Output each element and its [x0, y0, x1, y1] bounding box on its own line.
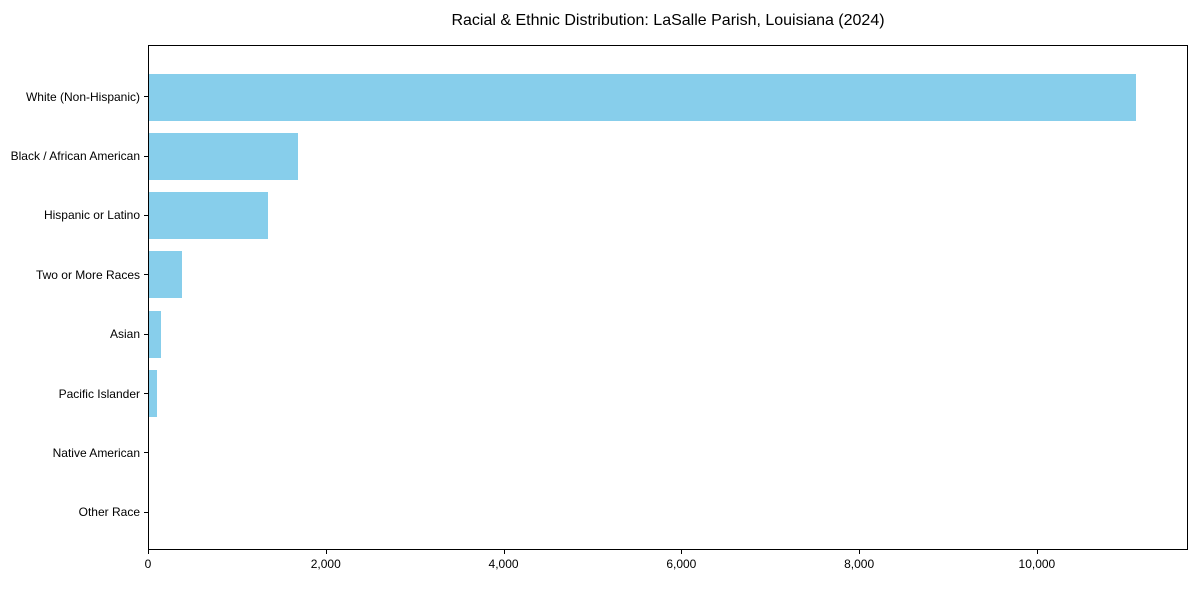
x-tick-label-4-000: 4,000 [488, 557, 519, 571]
y-label-pacific-islander: Pacific Islander [58, 386, 140, 401]
x-axis-ticks [148, 550, 1188, 554]
x-tick-mark [1036, 550, 1038, 554]
x-tick-mark [148, 550, 149, 554]
y-label-row-pacific-islander: Pacific Islander [0, 364, 148, 423]
bar-hispanic-or-latino [149, 192, 268, 240]
y-label-hispanic-or-latino: Hispanic or Latino [43, 208, 140, 223]
x-tick-label-2-000: 2,000 [310, 557, 341, 571]
bar-row-asian [149, 305, 1187, 364]
y-label-black-african-american: Black / African American [10, 149, 140, 164]
chart-title: Racial & Ethnic Distribution: LaSalle Pa… [451, 12, 885, 29]
y-label-row-black-african-american: Black / African American [0, 126, 148, 185]
y-tick-mark [144, 96, 148, 98]
y-tick-mark [144, 333, 148, 335]
x-tick-mark [503, 550, 505, 554]
x-axis-tick-labels: 0 2,000 4,000 6,000 8,000 10,000 [144, 557, 1188, 573]
y-label-row-other-race: Other Race [0, 483, 148, 542]
y-label-row-asian: Asian [0, 305, 148, 364]
bar-asian [149, 310, 162, 358]
x-tick-label-0: 0 [144, 557, 152, 571]
bar-white-non-hispanic [149, 74, 1137, 122]
bar-row-hispanic-or-latino [149, 186, 1187, 245]
y-tick-mark [144, 155, 148, 157]
y-tick-mark [144, 511, 148, 513]
y-label-row-native-american: Native American [0, 423, 148, 482]
y-label-other-race: Other Race [78, 505, 140, 520]
y-axis-labels: White (Non-Hispanic) Black / African Amer… [0, 45, 148, 550]
y-label-two-or-more-races: Two or More Races [35, 267, 140, 282]
bar-pacific-islander [149, 369, 157, 417]
y-label-asian: Asian [109, 327, 140, 342]
bar-row-white-non-hispanic [149, 68, 1187, 127]
y-tick-mark [144, 393, 148, 395]
y-label-row-hispanic-or-latino: Hispanic or Latino [0, 186, 148, 245]
bar-row-two-or-more-races [149, 245, 1187, 304]
y-label-row-two-or-more-races: Two or More Races [0, 245, 148, 304]
y-label-native-american: Native American [52, 445, 140, 460]
bar-black-african-american [149, 133, 299, 181]
x-tick-label-10-000: 10,000 [1018, 557, 1056, 571]
x-tick-mark [681, 550, 683, 554]
y-tick-mark [144, 214, 148, 216]
y-label-row-white-non-hispanic: White (Non-Hispanic) [0, 67, 148, 126]
bar-row-black-african-american [149, 127, 1187, 186]
plot-area [148, 45, 1188, 550]
bar-two-or-more-races [149, 251, 182, 299]
bar-row-pacific-islander [149, 364, 1187, 423]
x-tick-mark [859, 550, 861, 554]
y-tick-mark [144, 274, 148, 276]
bar-row-other-race [149, 482, 1187, 541]
x-tick-label-8-000: 8,000 [844, 557, 875, 571]
x-tick-label-6-000: 6,000 [666, 557, 697, 571]
bar-row-native-american [149, 423, 1187, 482]
y-tick-mark [144, 452, 148, 454]
x-tick-mark [325, 550, 327, 554]
bars-container [149, 46, 1187, 549]
y-label-white-non-hispanic: White (Non-Hispanic) [25, 89, 140, 104]
